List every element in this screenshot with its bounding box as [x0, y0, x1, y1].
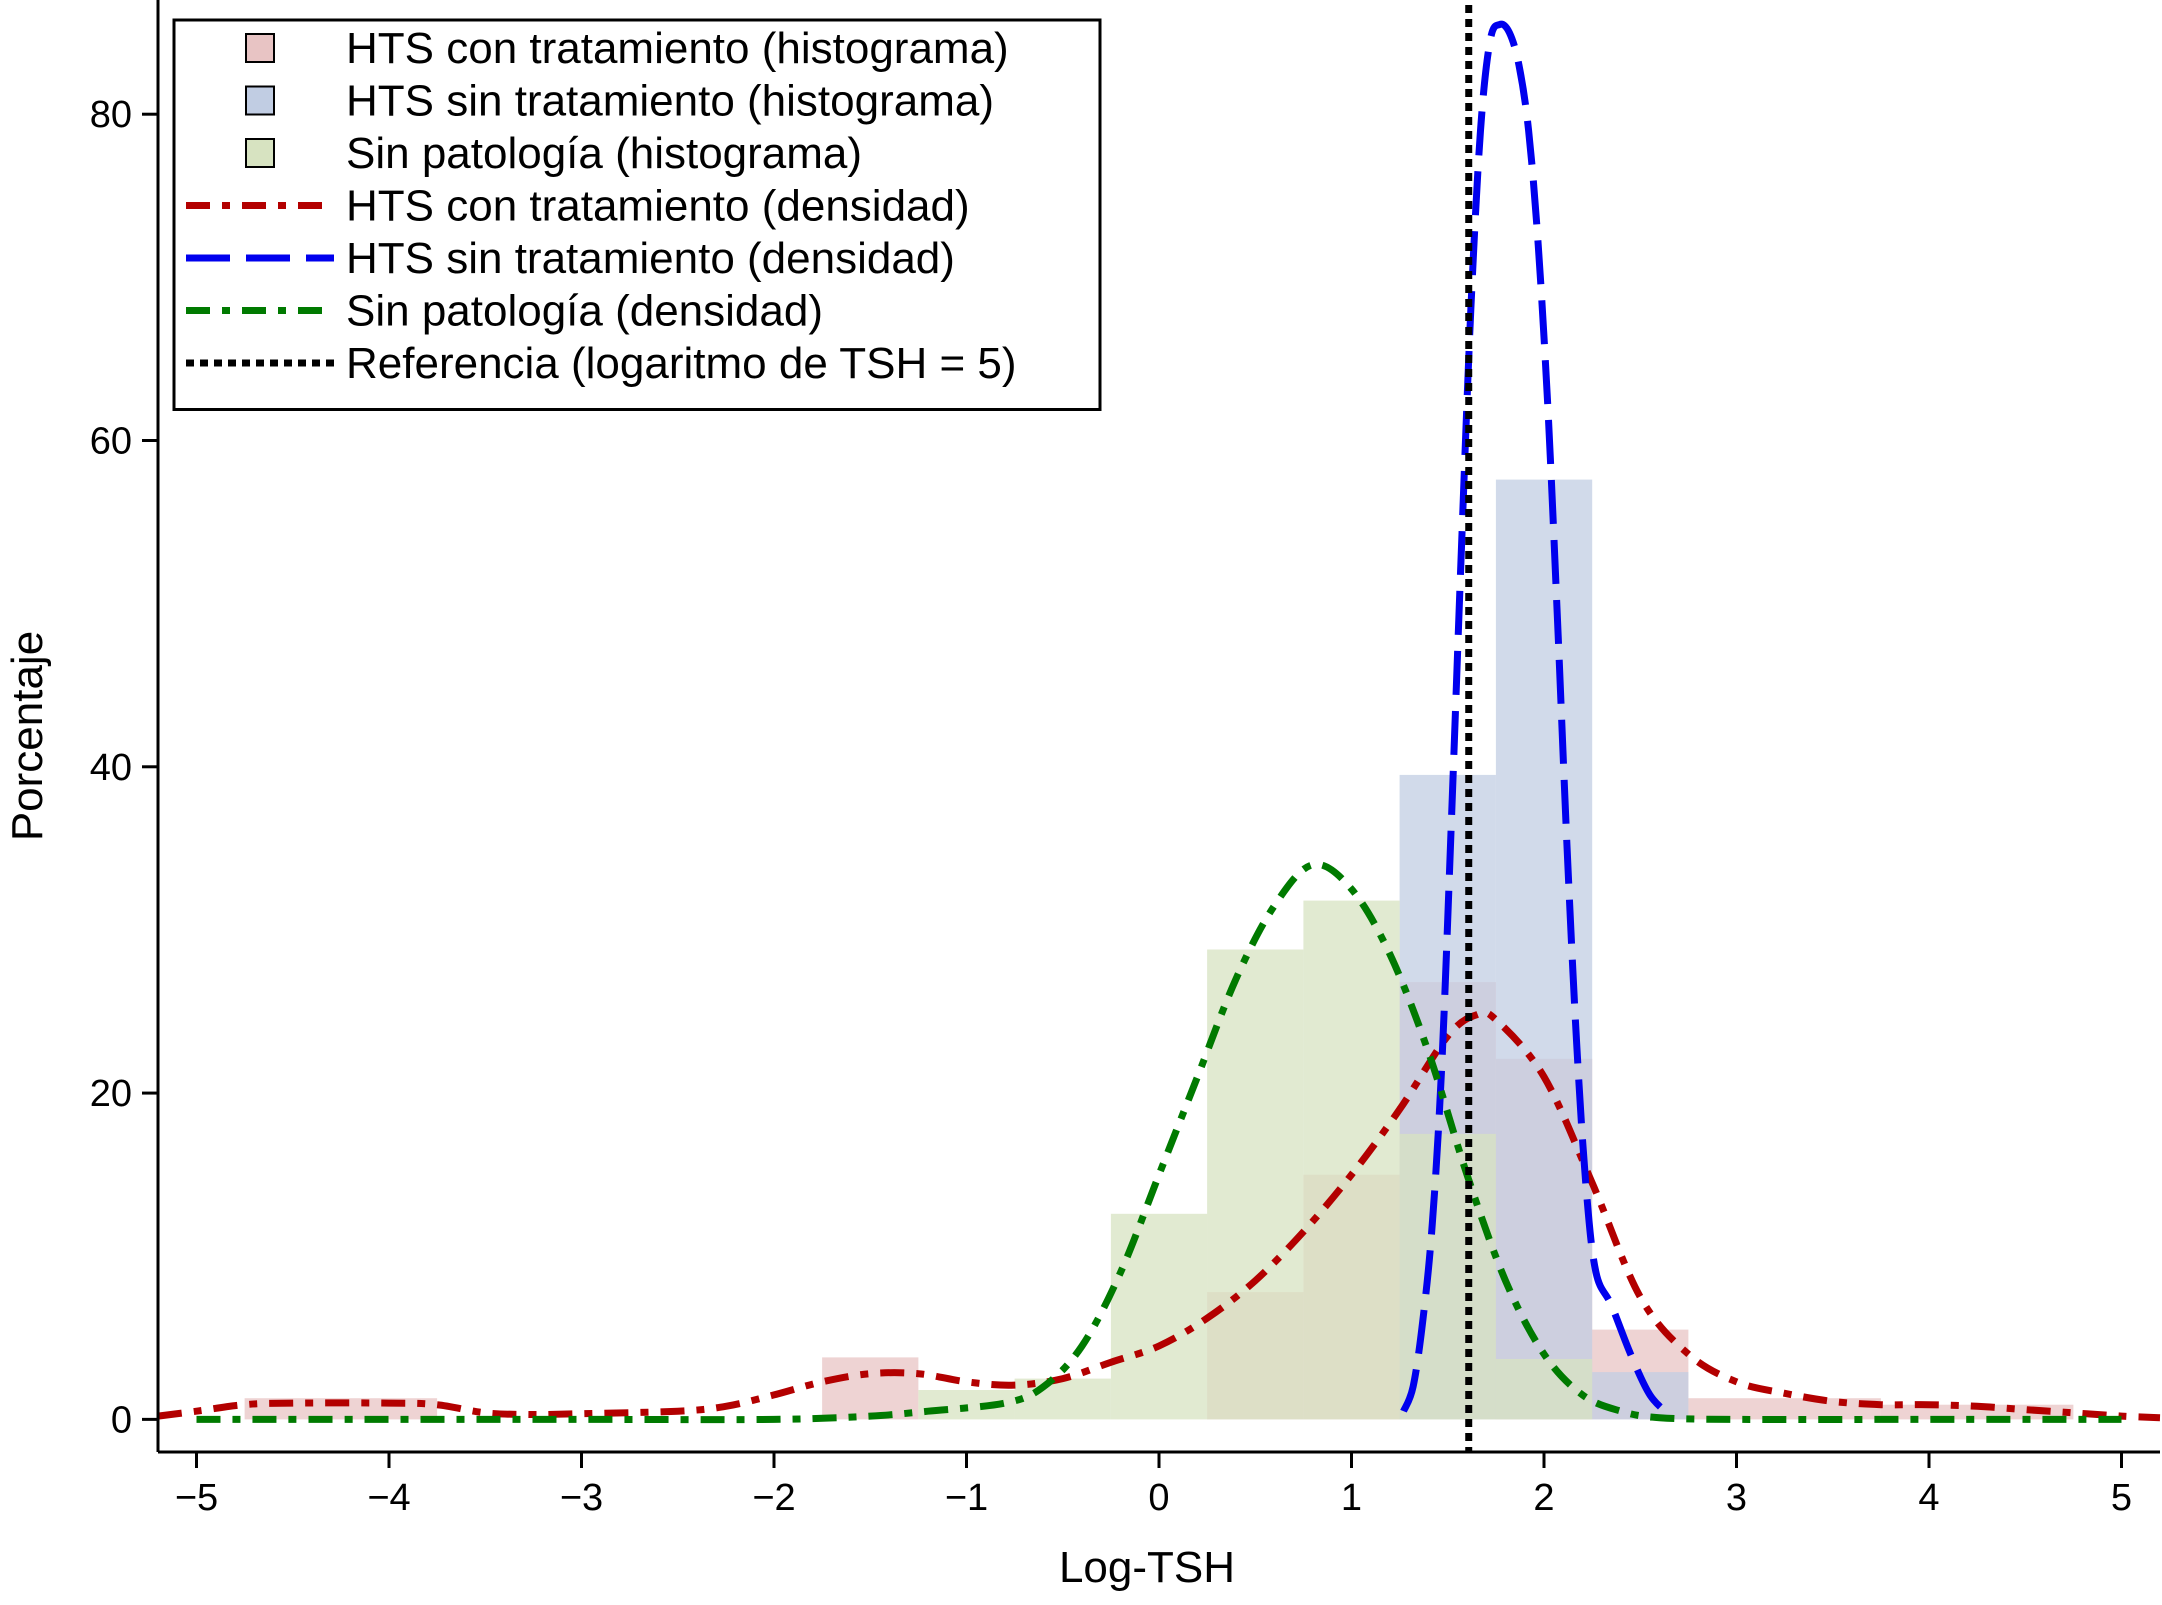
x-tick-label: −4 — [367, 1477, 410, 1519]
legend-swatch — [245, 85, 275, 116]
y-tick-label: 40 — [90, 747, 132, 789]
legend-item: Sin patología (histograma) — [245, 129, 862, 178]
y-tick-label: 20 — [90, 1073, 132, 1115]
histogram-bar — [1880, 1404, 2074, 1420]
density-curve-1 — [157, 1008, 2161, 1422]
y-tick-label: 60 — [90, 420, 132, 462]
y-tick-label: 0 — [111, 1399, 132, 1441]
legend-label: Referencia (logaritmo de TSH = 5) — [346, 339, 1016, 388]
x-tick-label: −2 — [752, 1477, 795, 1519]
histogram-bar — [1303, 900, 1400, 1420]
x-tick-label: −3 — [560, 1477, 603, 1519]
x-tick-label: 3 — [1726, 1477, 1747, 1519]
legend-label: Sin patología (histograma) — [346, 129, 862, 178]
legend-box — [172, 18, 1102, 411]
legend-item: HTS sin tratamiento (histograma) — [245, 77, 994, 126]
plot-area — [157, 5, 2161, 1452]
x-tick-label: 2 — [1533, 1477, 1554, 1519]
legend-item: Referencia (logaritmo de TSH = 5) — [186, 339, 1016, 388]
legend-label: Sin patología (densidad) — [346, 287, 823, 336]
histogram-3 — [918, 900, 1593, 1420]
y-axis-title: Porcentaje — [3, 631, 52, 841]
legend-item: HTS sin tratamiento (densidad) — [186, 234, 955, 283]
histogram-bar — [1495, 1359, 1593, 1420]
histogram-bar — [1495, 479, 1593, 1420]
x-tick-label: 4 — [1918, 1477, 1939, 1519]
x-tick-label: 0 — [1148, 1477, 1169, 1519]
legend-item: HTS con tratamiento (densidad) — [186, 182, 970, 231]
legend-label: HTS sin tratamiento (densidad) — [346, 234, 955, 283]
legend: HTS con tratamiento (histograma)HTS sin … — [172, 18, 1102, 411]
legend-swatch — [245, 33, 275, 63]
legend-label: HTS con tratamiento (histograma) — [346, 24, 1009, 73]
x-tick-label: 5 — [2111, 1477, 2132, 1519]
x-tick-label: 1 — [1341, 1477, 1362, 1519]
legend-item: Sin patología (densidad) — [186, 287, 823, 336]
histogram-bar — [1207, 949, 1304, 1420]
histogram-bar — [822, 1357, 919, 1420]
histogram-bar — [1688, 1398, 1881, 1420]
legend-label: HTS sin tratamiento (histograma) — [346, 77, 994, 126]
legend-label: HTS con tratamiento (densidad) — [346, 182, 970, 231]
density-curve-3 — [196, 860, 2122, 1424]
legend-swatch — [245, 138, 275, 168]
histogram-bar — [1110, 1213, 1208, 1420]
x-axis-title: Log-TSH — [1059, 1543, 1235, 1592]
axes: −5 −4 −3 −2 −1 0 1 2 3 4 5 0 20 40 60 80 — [90, 0, 2160, 1519]
y-tick-label: 80 — [90, 94, 132, 136]
legend-item: HTS con tratamiento (histograma) — [245, 24, 1009, 73]
x-tick-label: −1 — [945, 1477, 988, 1519]
x-tick-label: −5 — [175, 1477, 218, 1519]
